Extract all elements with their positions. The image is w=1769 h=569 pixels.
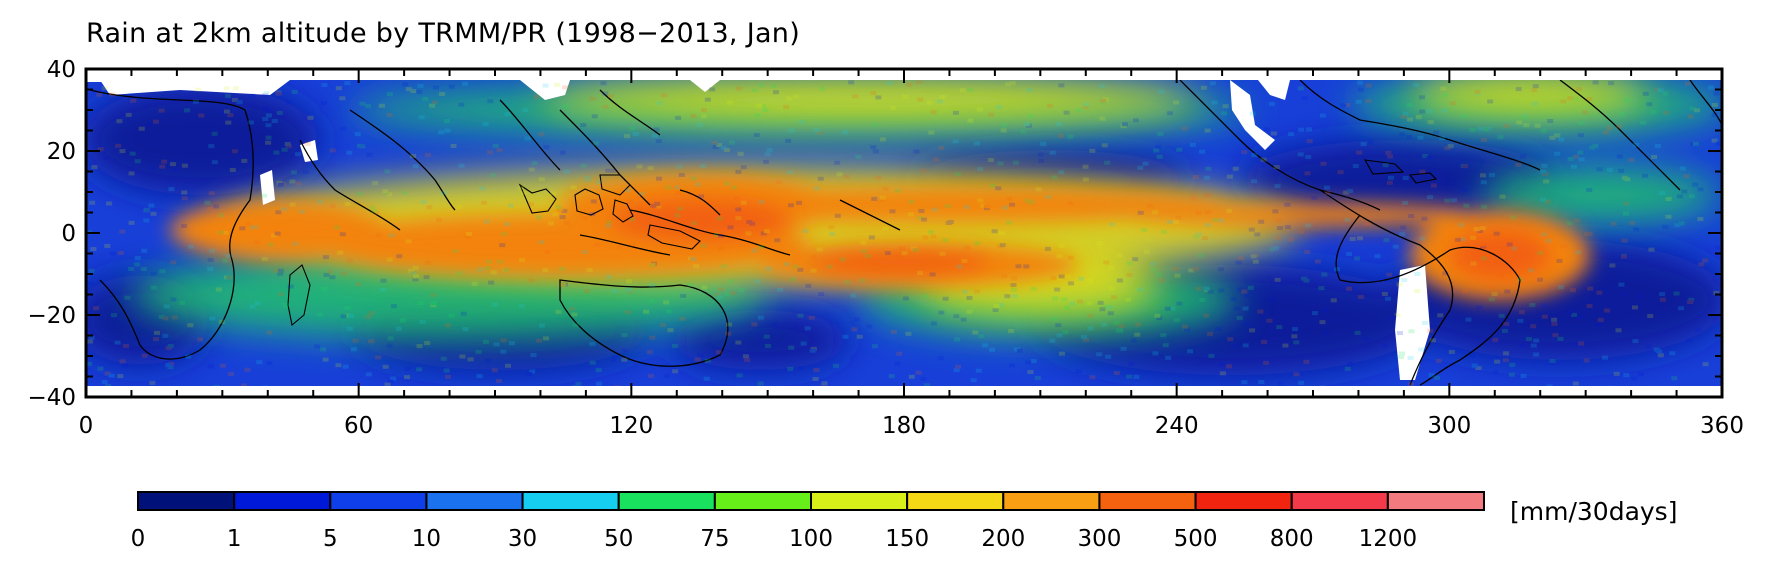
x-tick-label: 0 <box>79 413 94 439</box>
colorbar-label: 300 <box>1077 526 1121 552</box>
colorbar-segment <box>137 491 236 511</box>
colorbar-segment <box>425 491 524 511</box>
colorbar: 0 1 5 10 30 50 75 100 150 200 300 500 800 1200 <box>131 491 1486 552</box>
colorbar-segment <box>713 491 812 511</box>
colorbar-segment <box>617 491 716 511</box>
x-tick-label: 180 <box>882 413 926 439</box>
x-axis: 0 60 120 180 240 300 360 <box>79 69 1744 439</box>
colorbar-segment <box>329 491 428 511</box>
rain-field-texture <box>86 80 1722 386</box>
colorbar-segment <box>1002 491 1101 511</box>
x-tick-label: 360 <box>1700 413 1744 439</box>
colorbar-label: 100 <box>789 526 833 552</box>
colorbar-segment <box>1194 491 1293 511</box>
colorbar-label: 5 <box>323 526 338 552</box>
colorbar-segment <box>810 491 909 511</box>
x-tick-label: 60 <box>344 413 373 439</box>
x-tick-label: 120 <box>609 413 653 439</box>
colorbar-label: 800 <box>1270 526 1314 552</box>
colorbar-segment <box>233 491 332 511</box>
map-title: Rain at 2km altitude by TRMM/PR (1998−20… <box>86 18 801 49</box>
y-axis: 40 20 0 −20 −40 <box>27 57 1722 411</box>
y-tick-label: 20 <box>47 139 76 165</box>
colorbar-unit-label: [mm/30days] <box>1510 497 1678 526</box>
colorbar-label: 1 <box>227 526 242 552</box>
colorbar-label: 30 <box>508 526 537 552</box>
y-tick-label: 40 <box>47 57 76 83</box>
colorbar-segment <box>1098 491 1197 511</box>
colorbar-label: 150 <box>885 526 929 552</box>
colorbar-label: 1200 <box>1359 526 1418 552</box>
colorbar-segment <box>1386 491 1486 511</box>
y-tick-label: 0 <box>61 221 76 247</box>
colorbar-label: 500 <box>1174 526 1218 552</box>
y-tick-label: −40 <box>27 385 76 411</box>
colorbar-segment <box>906 491 1005 511</box>
colorbar-segment <box>521 491 620 511</box>
colorbar-label: 10 <box>412 526 441 552</box>
colorbar-segment <box>1290 491 1389 511</box>
colorbar-label: 0 <box>131 526 146 552</box>
colorbar-label: 50 <box>604 526 633 552</box>
x-tick-label: 240 <box>1155 413 1199 439</box>
x-tick-label: 300 <box>1427 413 1471 439</box>
colorbar-label: 200 <box>981 526 1025 552</box>
y-tick-label: −20 <box>27 303 76 329</box>
rain-field <box>86 80 1722 386</box>
colorbar-label: 75 <box>700 526 729 552</box>
